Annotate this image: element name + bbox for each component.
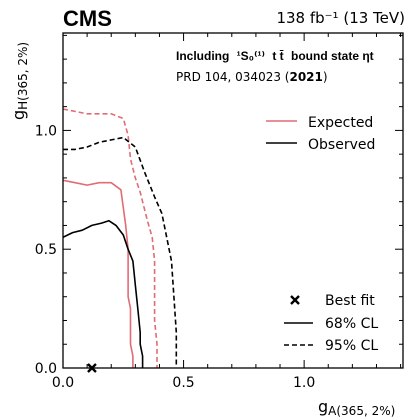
plot-frame bbox=[62, 32, 404, 369]
annotation-prefix: Including bbox=[176, 49, 229, 63]
y-axis-subscript: H(365, 2%) bbox=[16, 42, 30, 110]
legend-observed-label: Observed bbox=[308, 137, 375, 153]
reference-label: PRD 104, 034023 (2021) bbox=[176, 70, 328, 84]
observed-68cl-contour bbox=[63, 219, 144, 368]
reference-suffix: ) bbox=[323, 70, 328, 84]
y-axis-symbol: g bbox=[9, 110, 28, 120]
expected-95cl-contour bbox=[63, 108, 158, 368]
legend-68cl-label: 68% CL bbox=[325, 316, 378, 332]
legend-bestfit-marker bbox=[290, 295, 300, 305]
x-tick-label: 0.0 bbox=[52, 375, 74, 391]
reference-year: 2021 bbox=[289, 70, 322, 84]
x-axis-label: gA(365, 2%) bbox=[318, 397, 395, 418]
y-tick-label: 1.0 bbox=[35, 123, 57, 139]
x-tick-label: 1.0 bbox=[293, 375, 315, 391]
experiment-label: CMS bbox=[63, 6, 112, 31]
x-tick-label: 0.5 bbox=[172, 375, 194, 391]
legend-top: Expected Observed bbox=[266, 115, 375, 153]
observed-95cl-contour bbox=[63, 136, 178, 368]
reference-prefix: PRD 104, 034023 ( bbox=[176, 70, 289, 84]
legend-expected-label: Expected bbox=[308, 115, 373, 131]
annotation-label: Including ¹S₀⁽¹⁾ t t̄ bound state ηt bbox=[176, 49, 374, 63]
annotation-state: ¹S₀⁽¹⁾ bbox=[237, 49, 265, 63]
annotation-suffix: bound state ηt bbox=[291, 49, 374, 63]
series-group bbox=[63, 108, 178, 368]
y-tick-label: 0.0 bbox=[35, 361, 57, 377]
expected-68cl-contour bbox=[63, 179, 134, 368]
y-tick-label: 0.5 bbox=[35, 242, 57, 258]
legend-bestfit-label: Best fit bbox=[325, 293, 375, 309]
plot-area bbox=[63, 108, 178, 373]
x-axis-symbol: g bbox=[318, 397, 328, 416]
axis-ticks: 0.0 0.5 1.0 0.0 0.5 1.0 bbox=[35, 33, 403, 391]
legend-95cl-label: 95% CL bbox=[325, 338, 378, 354]
annotation-quarks: t t̄ bbox=[272, 49, 283, 63]
y-axis-label: gH(365, 2%) bbox=[9, 42, 30, 120]
legend-bottom: Best fit 68% CL 95% CL bbox=[284, 293, 378, 354]
x-axis-subscript: A(365, 2%) bbox=[328, 404, 395, 418]
luminosity-label: 138 fb⁻¹ (13 TeV) bbox=[276, 9, 405, 27]
